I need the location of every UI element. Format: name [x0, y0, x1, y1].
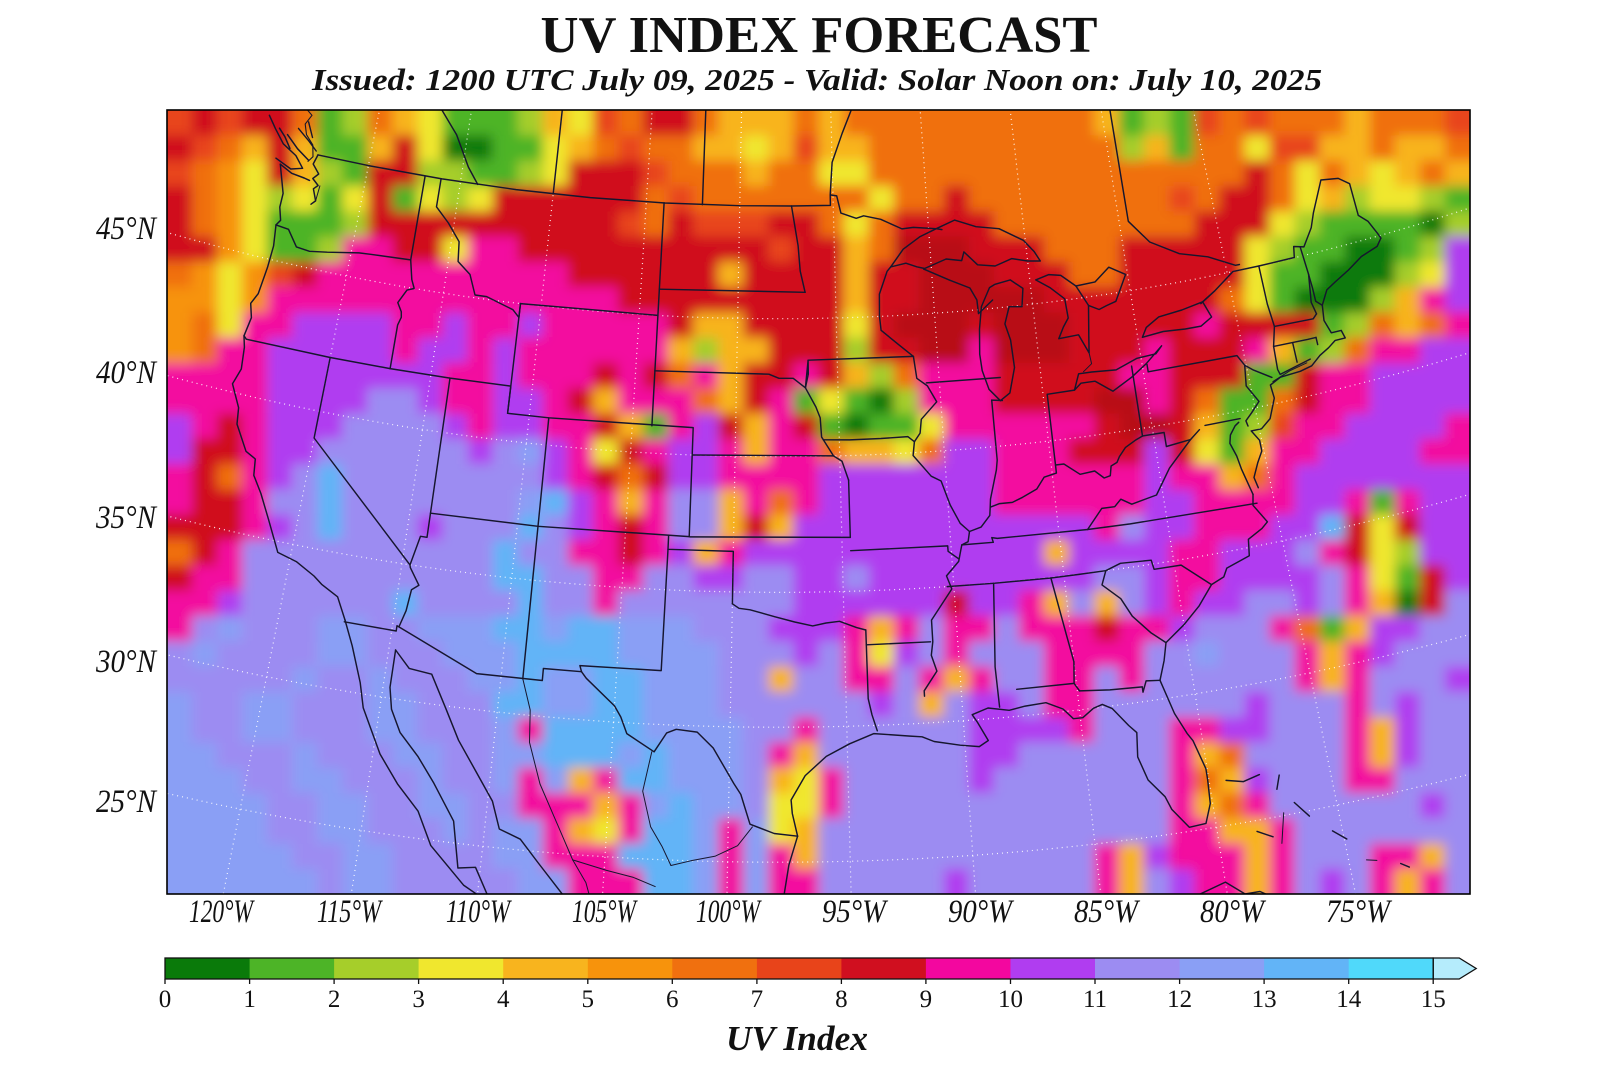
svg-text:Issued: 1200 UTC July 09, 2025: Issued: 1200 UTC July 09, 2025 - Valid: …	[311, 62, 1322, 97]
svg-text:UV Index: UV Index	[726, 1019, 868, 1058]
svg-text:3: 3	[412, 986, 425, 1013]
svg-text:80°W: 80°W	[1200, 894, 1266, 930]
svg-text:115°W: 115°W	[317, 894, 383, 930]
svg-text:13: 13	[1252, 986, 1277, 1013]
svg-text:14: 14	[1336, 986, 1362, 1013]
svg-text:6: 6	[666, 986, 679, 1013]
svg-text:85°W: 85°W	[1074, 894, 1140, 930]
svg-text:110°W: 110°W	[446, 894, 512, 930]
svg-text:120°W: 120°W	[189, 894, 255, 930]
svg-text:40°N: 40°N	[96, 355, 158, 391]
svg-text:0: 0	[159, 986, 172, 1013]
svg-text:12: 12	[1167, 986, 1192, 1013]
svg-text:11: 11	[1083, 986, 1107, 1013]
svg-text:10: 10	[998, 986, 1023, 1013]
svg-text:UV INDEX FORECAST: UV INDEX FORECAST	[541, 7, 1098, 64]
svg-text:2: 2	[328, 986, 341, 1013]
svg-text:45°N: 45°N	[96, 211, 158, 247]
svg-text:4: 4	[497, 986, 510, 1013]
svg-text:8: 8	[835, 986, 848, 1013]
svg-text:15: 15	[1421, 986, 1446, 1013]
svg-text:95°W: 95°W	[822, 894, 888, 930]
svg-text:5: 5	[582, 986, 595, 1013]
svg-text:90°W: 90°W	[948, 894, 1014, 930]
svg-text:25°N: 25°N	[96, 784, 158, 820]
svg-text:100°W: 100°W	[696, 894, 762, 930]
svg-text:35°N: 35°N	[95, 500, 158, 536]
svg-text:9: 9	[920, 986, 933, 1013]
svg-text:105°W: 105°W	[572, 894, 638, 930]
svg-text:75°W: 75°W	[1326, 894, 1392, 930]
svg-text:7: 7	[751, 986, 764, 1013]
svg-text:30°N: 30°N	[95, 644, 158, 680]
svg-text:1: 1	[243, 986, 256, 1013]
